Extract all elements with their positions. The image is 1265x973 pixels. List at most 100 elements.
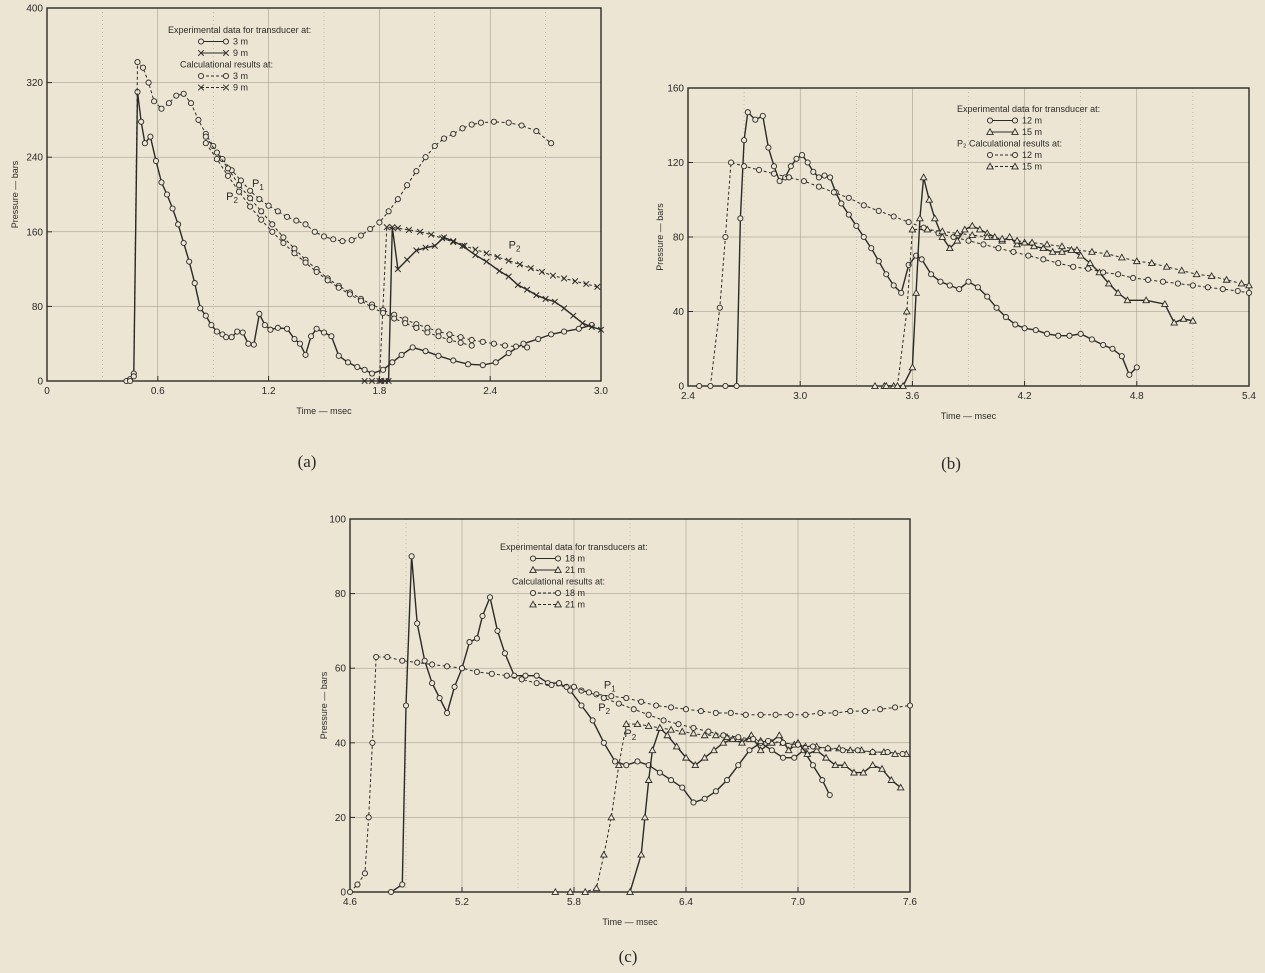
data-point: [291, 335, 298, 343]
data-point: [416, 228, 424, 235]
legend-label: 12 m: [1022, 150, 1042, 160]
annotation-subscript: 2: [632, 733, 637, 742]
data-point: [439, 235, 446, 242]
data-point: [280, 234, 287, 241]
data-point: [824, 745, 831, 752]
data-point: [344, 359, 352, 366]
y-tick-label: 80: [335, 589, 347, 600]
y-tick-label: 0: [37, 377, 43, 388]
data-point: [868, 245, 875, 252]
data-point: [385, 208, 392, 215]
data-point: [431, 242, 438, 249]
data-point: [522, 672, 529, 679]
data-point: [236, 182, 243, 189]
data-point: [187, 100, 195, 107]
data-point: [570, 312, 577, 319]
data-point: [831, 761, 840, 769]
data-point: [195, 116, 202, 123]
legend-header: P₂ Calculational results at:: [957, 139, 1062, 149]
data-point: [518, 676, 525, 683]
data-point: [180, 239, 187, 247]
data-point: [722, 382, 729, 390]
data-point: [697, 708, 704, 715]
data-point: [139, 64, 147, 71]
panel-caption: (b): [941, 454, 961, 473]
data-point: [1055, 332, 1062, 339]
data-point: [505, 349, 512, 357]
y-axis-label: Pressure — bars: [10, 160, 20, 228]
x-axis-label: Time — msec: [296, 406, 352, 416]
data-point: [1142, 296, 1151, 304]
data-point: [483, 250, 490, 257]
data-point: [380, 309, 387, 316]
data-point: [450, 357, 457, 364]
data-point: [826, 791, 833, 799]
data-point: [711, 731, 720, 739]
data-point: [946, 282, 953, 289]
data-point: [923, 225, 932, 233]
legend-header: Experimental data for transducer at:: [957, 104, 1100, 114]
data-point: [1055, 260, 1062, 267]
data-point: [570, 683, 578, 690]
x-tick-label: 3.0: [594, 386, 608, 397]
data-point: [134, 59, 141, 66]
panel-caption: (a): [298, 452, 317, 471]
series-calculational-18m: [346, 653, 914, 896]
data-point: [675, 721, 682, 728]
data-point: [1170, 318, 1179, 326]
series-experimental-12m: [722, 109, 1140, 390]
data-point: [712, 788, 719, 795]
data-point: [533, 672, 540, 679]
data-point: [1076, 251, 1085, 259]
data-point: [956, 286, 963, 293]
data-point: [256, 310, 263, 317]
data-point: [600, 694, 607, 702]
data-point: [444, 709, 451, 717]
data-point: [696, 382, 703, 390]
series-line: [699, 161, 1250, 387]
y-tick-label: 240: [26, 153, 43, 164]
data-point: [380, 366, 387, 373]
legend-marker: [554, 555, 562, 562]
data-point: [838, 200, 845, 207]
data-point: [210, 142, 217, 150]
data-point: [256, 196, 263, 203]
data-point: [803, 749, 812, 757]
data-point: [775, 731, 784, 739]
data-point: [965, 278, 972, 285]
data-point: [361, 366, 368, 373]
data-point: [1100, 341, 1107, 349]
legend-label: 12 m: [1022, 116, 1042, 126]
data-point: [727, 709, 734, 717]
data-point: [660, 717, 667, 724]
series-line: [875, 229, 1250, 387]
data-point: [757, 711, 764, 718]
data-point: [839, 747, 846, 754]
data-point: [501, 342, 509, 349]
data-point: [756, 746, 765, 754]
legend-marker: [529, 589, 537, 597]
data-point: [633, 720, 642, 727]
data-point: [291, 250, 298, 257]
data-point: [389, 223, 396, 231]
data-point: [615, 700, 622, 707]
annotation-subscript: 2: [606, 707, 611, 716]
data-point: [523, 286, 531, 293]
data-point: [890, 213, 897, 220]
data-point: [1177, 266, 1186, 274]
curve-annotation: P1: [252, 178, 264, 192]
data-point: [147, 133, 154, 140]
data-point: [902, 307, 911, 315]
series-experimental-9m: [378, 223, 605, 385]
series-line: [364, 226, 598, 382]
data-point: [560, 275, 568, 282]
data-point: [224, 172, 232, 179]
data-point: [1115, 271, 1122, 278]
data-point: [267, 326, 274, 333]
data-point: [905, 219, 912, 226]
data-point: [548, 140, 555, 147]
legend-marker: [1011, 117, 1019, 124]
plot-frame: [349, 518, 911, 893]
data-point: [357, 232, 364, 239]
